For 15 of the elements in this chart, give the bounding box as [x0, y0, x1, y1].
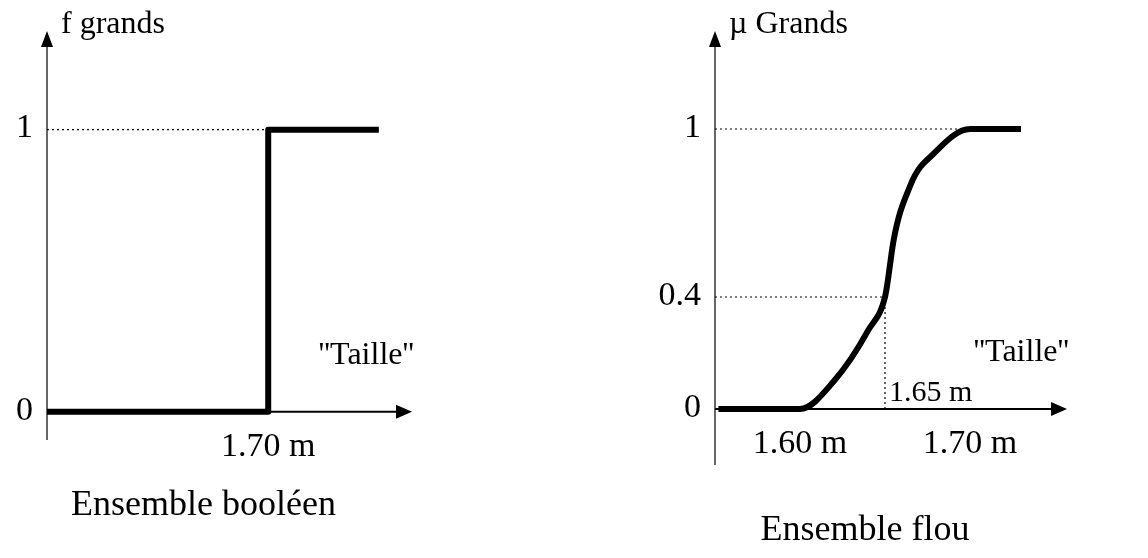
x-tick-label: 1.70 m	[220, 425, 316, 463]
y-tick-label: 0	[684, 386, 701, 424]
x-axis-title: ''Taille''	[318, 334, 414, 371]
x-axis-title: ''Taille''	[973, 332, 1069, 368]
y-axis-title: µ Grands	[729, 4, 848, 40]
x-tick-label: 1.70 m	[922, 423, 1018, 460]
text: Ensemble booléen	[71, 483, 336, 523]
ref-line-label: 1.65 m	[889, 374, 973, 407]
y-tick-label: 1	[16, 107, 33, 145]
y-axis-title: f grands	[61, 4, 165, 40]
x-tick-label: 1.60 m	[752, 423, 848, 460]
text: Ensemble flou	[760, 508, 970, 548]
y-tick-label: 1	[684, 106, 701, 144]
y-tick-label: 0	[16, 389, 33, 427]
y-tick-label: 0.4	[658, 274, 701, 312]
